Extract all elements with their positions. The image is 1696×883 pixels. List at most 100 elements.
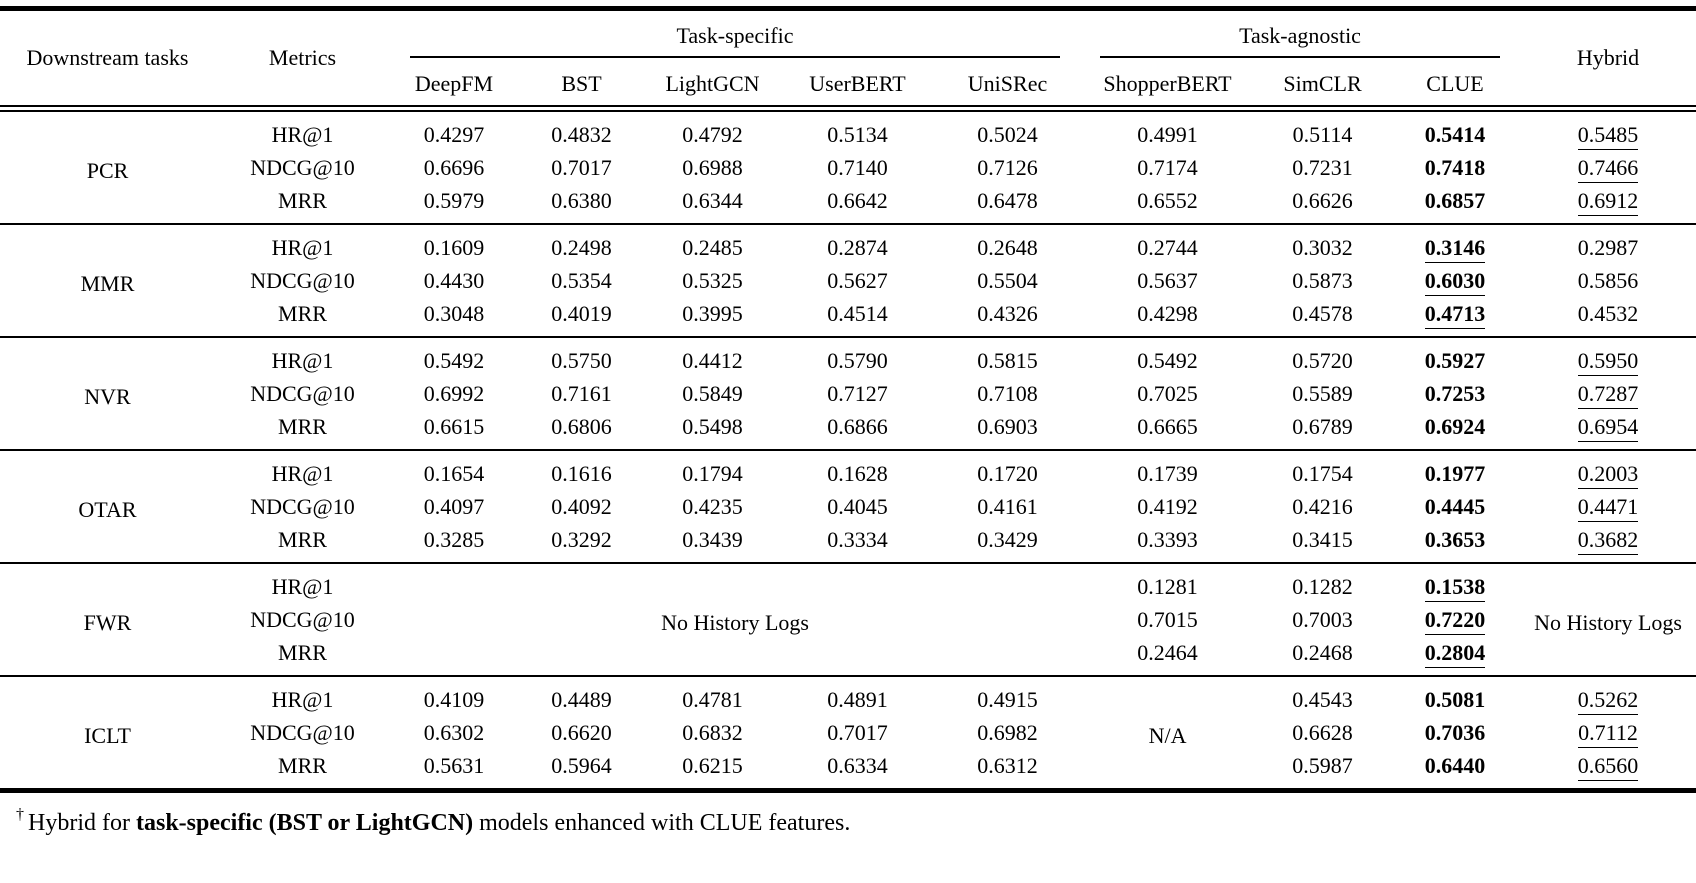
metric-value: 0.6334 (827, 753, 888, 778)
metric-value: 0.3334 (827, 527, 888, 552)
metric-value: 0.6552 (1137, 188, 1198, 213)
metric-value: 0.6344 (682, 188, 743, 213)
value-cell: 0.4445 (1390, 490, 1520, 523)
results-table: Downstream tasks Metrics Task-specific T… (0, 6, 1696, 793)
metric-value: 0.4216 (1292, 494, 1353, 519)
metric-value: 0.3146 (1424, 235, 1486, 263)
footnote-text-post: models enhanced with CLUE features. (473, 810, 851, 836)
col-header-hybrid: Hybrid (1520, 8, 1696, 112)
metric-value: 0.7108 (977, 381, 1038, 406)
value-cell: 0.7161 (518, 377, 645, 410)
value-cell: 0.5873 (1255, 264, 1390, 297)
value-cell: 0.4097 (390, 490, 518, 523)
value-cell: 0.1720 (935, 450, 1080, 490)
value-cell: 0.1754 (1255, 450, 1390, 490)
table-row: OTAR HR@1 0.1654 0.1616 0.1794 0.1628 0.1720 0.… (0, 450, 1696, 522)
metric-value: 0.4532 (1577, 301, 1639, 326)
value-cell: 0.4832 (518, 109, 645, 152)
hybrid-value-cell: 0.2987 (1520, 224, 1696, 264)
value-cell: 0.6696 (390, 151, 518, 184)
col-header-unisrec: UniSRec (935, 63, 1081, 112)
metric-label: HR@1 (271, 122, 334, 147)
value-cell: 0.5498 (645, 410, 780, 450)
value-cell: 0.3653 (1390, 523, 1520, 563)
metric-value: 0.2987 (1577, 235, 1639, 260)
metric-value: 0.4298 (1137, 301, 1198, 326)
col-header-shopperbert: ShopperBERT (1080, 63, 1256, 112)
hybrid-value-cell: 0.5262 (1520, 676, 1696, 716)
metric-value: 0.4045 (827, 494, 888, 519)
table-row: MRR 0.3285 0.3292 0.3439 0.3334 0.3429 0.3393 0… (0, 523, 1696, 563)
table-row: NVR HR@1 0.5492 0.5750 0.4412 0.5790 0.5815 0.5… (0, 337, 1696, 409)
metric-value: 0.6215 (682, 753, 743, 778)
metric-value: 0.5081 (1424, 687, 1486, 712)
no-history-logs-cell: No History Logs (661, 610, 809, 635)
value-cell: 0.5414 (1390, 109, 1520, 152)
metric-value: 0.2003 (1577, 461, 1639, 489)
metric-value: 0.6789 (1292, 414, 1353, 439)
metric-value: 0.5414 (1424, 122, 1486, 147)
metric-value: 0.6806 (551, 414, 612, 439)
task-specific-rule (410, 56, 1061, 58)
value-cell: 0.6620 (518, 716, 645, 749)
value-cell: 0.2468 (1255, 636, 1390, 676)
table-row: MRR 0.5979 0.6380 0.6344 0.6642 0.6478 0.6552 0… (0, 184, 1696, 224)
metric-label: NDCG@10 (250, 494, 355, 519)
table-row: NDCG@10 0.4430 0.5354 0.5325 0.5627 0.5504 0.5… (0, 264, 1696, 297)
metric-value: 0.4161 (977, 494, 1038, 519)
value-cell: 0.3995 (645, 297, 780, 337)
metric-value: 0.4543 (1292, 687, 1353, 712)
metric-value: 0.1654 (423, 461, 485, 486)
table-row: MRR 0.6615 0.6806 0.5498 0.6866 0.6903 0.6665 0… (0, 410, 1696, 450)
metric-value: 0.5849 (682, 381, 743, 406)
metric-value: 0.4235 (682, 494, 743, 519)
metric-value: 0.4412 (682, 348, 743, 373)
metric-value: 0.4109 (423, 687, 485, 712)
metric-value: 0.6380 (551, 188, 612, 213)
table-row: NDCG@10 0.6302 0.6620 0.6832 0.7017 0.6982 0.6… (0, 716, 1696, 749)
value-cell: 0.4792 (645, 109, 780, 152)
metric-value: 0.1754 (1292, 461, 1353, 486)
value-cell: 0.1282 (1255, 563, 1390, 603)
value-cell: 0.3415 (1255, 523, 1390, 563)
hybrid-value-cell: 0.5485 (1520, 109, 1696, 152)
metric-value: 0.6642 (827, 188, 888, 213)
header-group-row: Downstream tasks Metrics Task-specific T… (0, 8, 1696, 112)
col-header-lightgcn: LightGCN (645, 63, 780, 112)
value-cell: 0.6302 (390, 716, 518, 749)
table-footnote: † Hybrid for task-specific (BST or LightG… (0, 793, 1696, 838)
value-cell: 0.4578 (1255, 297, 1390, 337)
metric-value: 0.4915 (977, 687, 1038, 712)
metric-value: 0.7127 (827, 381, 888, 406)
metric-value: 0.6665 (1137, 414, 1198, 439)
value-cell: 0.5325 (645, 264, 780, 297)
metric-label: MRR (278, 753, 327, 778)
value-cell: 0.2804 (1390, 636, 1520, 676)
value-cell: 0.4412 (645, 337, 780, 377)
value-cell: 0.7231 (1255, 151, 1390, 184)
metric-value: 0.5815 (977, 348, 1038, 373)
value-cell: 0.3032 (1255, 224, 1390, 264)
metric-value: 0.6982 (977, 720, 1038, 745)
table-header: Downstream tasks Metrics Task-specific T… (0, 8, 1696, 112)
value-cell: 0.6806 (518, 410, 645, 450)
metric-value: 0.7161 (551, 381, 612, 406)
value-cell: 0.5927 (1390, 337, 1520, 377)
value-cell: 0.1739 (1080, 450, 1255, 490)
col-header-bst: BST (518, 63, 645, 112)
metric-label: NDCG@10 (250, 155, 355, 180)
value-cell: 0.5964 (518, 749, 645, 791)
value-cell: 0.1628 (780, 450, 935, 490)
value-cell: 0.6642 (780, 184, 935, 224)
metric-value: 0.3653 (1424, 527, 1486, 552)
metric-value: 0.4489 (551, 687, 612, 712)
metric-value: 0.7253 (1424, 381, 1486, 406)
value-cell: 0.4019 (518, 297, 645, 337)
metric-value: 0.7017 (551, 155, 612, 180)
metric-value: 0.1538 (1424, 574, 1486, 602)
value-cell: 0.6924 (1390, 410, 1520, 450)
metric-value: 0.3393 (1137, 527, 1198, 552)
metric-value: 0.5637 (1137, 268, 1198, 293)
table-row: NDCG@10 0.4097 0.4092 0.4235 0.4045 0.4161 0.4… (0, 490, 1696, 523)
